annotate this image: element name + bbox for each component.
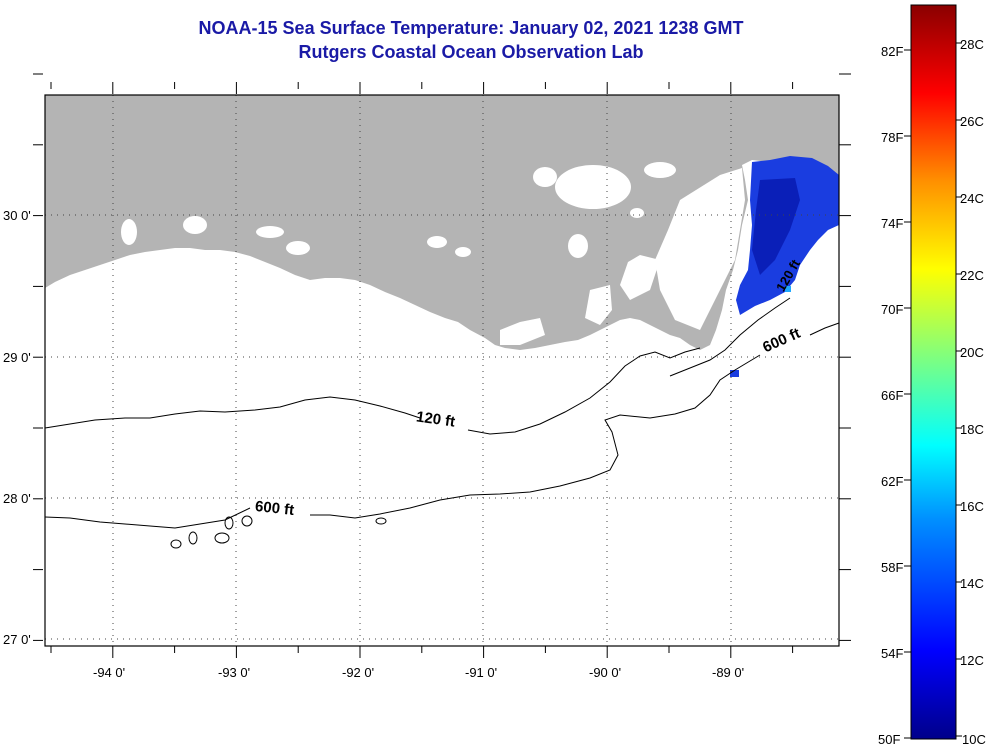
colorbar-c-label: 24C	[960, 191, 984, 206]
colorbar-f-label: 62F	[881, 474, 904, 489]
lon-label: -92 0'	[342, 665, 375, 680]
lat-label: 28 0'	[3, 491, 31, 506]
lakes	[121, 162, 745, 345]
lon-label: -93 0'	[218, 665, 251, 680]
lat-label: 27 0'	[3, 632, 31, 647]
colorbar-f-label: 58F	[881, 560, 904, 575]
colorbar-f-label: 66F	[881, 388, 904, 403]
map-title: NOAA-15 Sea Surface Temperature: January…	[198, 18, 744, 38]
colorbar-c-label: 22C	[960, 268, 984, 283]
colorbar-c-label: 16C	[960, 499, 984, 514]
map-subtitle: Rutgers Coastal Ocean Observation Lab	[298, 42, 644, 62]
colorbar-c-label: 12C	[960, 653, 984, 668]
contour-600ft	[44, 322, 840, 529]
contour-120ft	[44, 347, 701, 435]
colorbar-f-label: 74F	[881, 216, 904, 231]
colorbar-f-label: 70F	[881, 302, 904, 317]
lon-label: -94 0'	[93, 665, 126, 680]
lon-label: -91 0'	[465, 665, 498, 680]
colorbar-c-label: 14C	[960, 576, 984, 591]
colorbar-c-label: 26C	[960, 114, 984, 129]
colorbar-c-label: 10C	[962, 732, 986, 747]
colorbar-f-label: 82F	[881, 44, 904, 59]
colorbar-c-label: 18C	[960, 422, 984, 437]
colorbar-f-label: 54F	[881, 646, 904, 661]
colorbar-f-label: 78F	[881, 130, 904, 145]
lon-label: -89 0'	[712, 665, 745, 680]
colorbar-f-label: 50F	[878, 732, 901, 747]
lon-label: -90 0'	[589, 665, 622, 680]
colorbar-c-label: 28C	[960, 37, 984, 52]
graticule	[45, 95, 839, 646]
lat-label: 30 0'	[3, 208, 31, 223]
lat-label: 29 0'	[3, 350, 31, 365]
colorbar-c-label: 20C	[960, 345, 984, 360]
colorbar	[910, 4, 957, 740]
